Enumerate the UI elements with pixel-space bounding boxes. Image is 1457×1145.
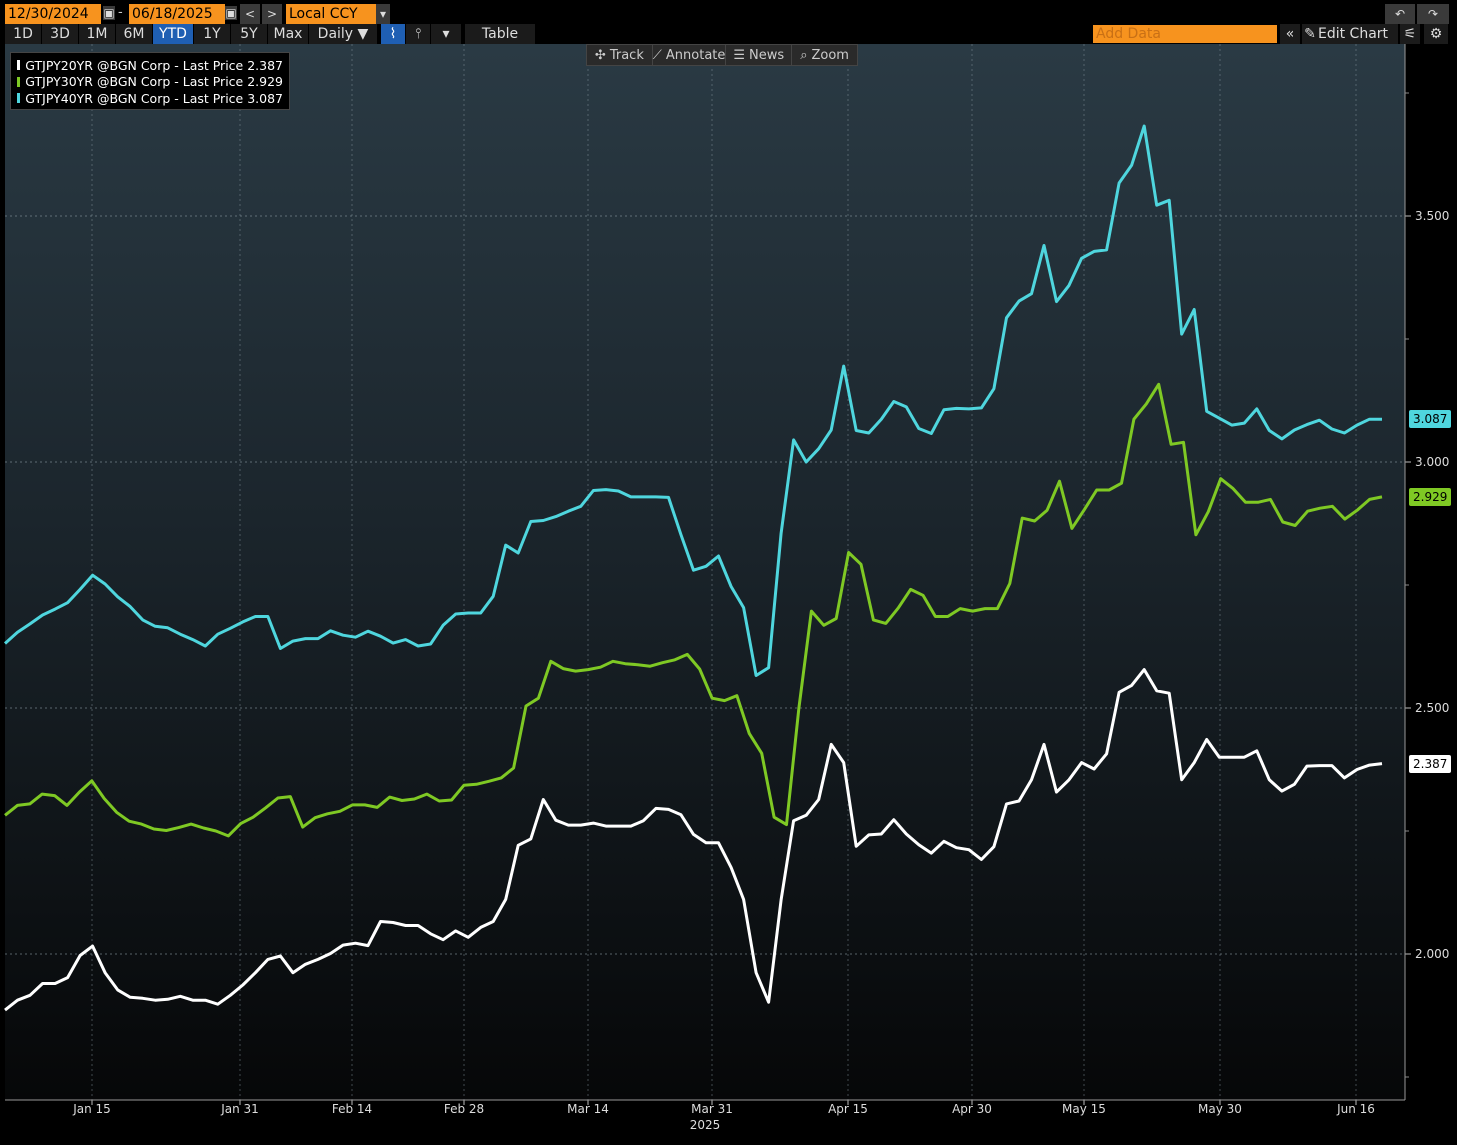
chart-tools: ✣ Track ⟋ Annotate ☰ News ⌕ Zoom: [586, 44, 858, 66]
series-line-20yr: [4, 668, 1383, 1012]
edit-chart-button[interactable]: Edit Chart: [1318, 24, 1398, 44]
x-tick-label: Mar 31: [691, 1102, 733, 1116]
timeframe-1d[interactable]: 1D: [5, 24, 41, 44]
y-tick-label: 2.000: [1415, 947, 1449, 961]
redo-icon[interactable]: ↷: [1417, 4, 1449, 24]
timeframe-max[interactable]: Max: [268, 24, 308, 44]
x-tick-label: May 30: [1198, 1102, 1242, 1116]
grid-lines: [5, 44, 1405, 1100]
y-tick-label: 2.500: [1415, 701, 1449, 715]
chevron-down-icon[interactable]: ▾: [376, 4, 390, 24]
legend-swatch: [17, 60, 21, 71]
x-tick-label: Mar 14: [567, 1102, 609, 1116]
line-chart-icon[interactable]: ⌇: [381, 24, 405, 44]
news-tool[interactable]: ☰ News: [726, 45, 793, 65]
timeframe-5y[interactable]: 5Y: [231, 24, 267, 44]
candlestick-icon[interactable]: ⫯: [406, 24, 430, 44]
legend-entry[interactable]: GTJPY20YR @BGN Corp - Last Price 2.387: [17, 57, 283, 74]
currency-select[interactable]: Local CCY: [286, 4, 376, 24]
undo-icon[interactable]: ↶: [1385, 4, 1415, 24]
x-tick-label: Jan 31: [220, 1102, 259, 1116]
legend-swatch: [17, 76, 21, 87]
series-line-40yr: [3, 124, 1382, 677]
y-tick-label: 3.000: [1415, 455, 1449, 469]
x-tick-label: Feb 14: [332, 1102, 372, 1116]
x-tick-label: May 15: [1062, 1102, 1106, 1116]
legend-entry[interactable]: GTJPY40YR @BGN Corp - Last Price 3.087: [17, 90, 283, 107]
x-axis-panel: [0, 1100, 1457, 1145]
y-axis-panel: [1405, 44, 1457, 1100]
table-button[interactable]: Table: [465, 24, 535, 44]
x-year-label: 2025: [690, 1118, 721, 1132]
calendar-icon[interactable]: ▣: [225, 6, 237, 20]
next-period-button[interactable]: >: [262, 4, 282, 24]
annotate-tool[interactable]: ⟋ Annotate: [653, 45, 727, 65]
collapse-icon[interactable]: «: [1280, 24, 1300, 44]
annotate-icon: ⟋: [652, 47, 662, 63]
zoom-icon: ⌕: [800, 47, 808, 63]
legend-entry[interactable]: GTJPY30YR @BGN Corp - Last Price 2.929: [17, 74, 283, 91]
gear-icon[interactable]: ⚙: [1424, 24, 1448, 44]
timeframe-1y[interactable]: 1Y: [194, 24, 230, 44]
calendar-icon[interactable]: ▣: [103, 6, 115, 20]
series-line-30yr: [4, 382, 1383, 838]
edit-settings-icon[interactable]: ⚟: [1400, 24, 1420, 44]
track-tool[interactable]: ✣ Track: [587, 45, 653, 65]
pencil-icon: ✎: [1302, 24, 1318, 44]
legend-swatch: [17, 93, 21, 104]
timeframe-1m[interactable]: 1M: [79, 24, 115, 44]
x-tick-label: Feb 28: [444, 1102, 484, 1116]
news-icon: ☰: [733, 47, 746, 63]
price-tag-40yr: 3.087: [1409, 410, 1452, 429]
x-tick-label: Jun 16: [1336, 1102, 1375, 1116]
price-tag-20yr: 2.387: [1409, 754, 1452, 773]
prev-period-button[interactable]: <: [240, 4, 260, 24]
chart-type-dropdown-icon[interactable]: ▾: [431, 24, 461, 44]
chart-legend[interactable]: GTJPY20YR @BGN Corp - Last Price 2.387 G…: [10, 52, 290, 110]
end-date-field[interactable]: 06/18/2025: [129, 4, 225, 24]
timeframe-3d[interactable]: 3D: [42, 24, 78, 44]
add-data-input[interactable]: Add Data: [1093, 25, 1277, 43]
frequency-select[interactable]: Daily ▼: [309, 24, 377, 44]
zoom-tool[interactable]: ⌕ Zoom: [800, 47, 849, 63]
crosshair-icon: ✣: [594, 47, 606, 63]
timeframe-ytd[interactable]: YTD: [153, 24, 193, 44]
axes: 3.500 3.000 2.500 2.000 Jan 15 Jan 31 Feb 14 Fe…: [5, 44, 1449, 1132]
timeframe-6m[interactable]: 6M: [116, 24, 152, 44]
date-separator: -: [118, 5, 123, 20]
x-tick-label: Apr 30: [952, 1102, 992, 1116]
price-tag-30yr: 2.929: [1409, 487, 1452, 506]
y-tick-label: 3.500: [1415, 209, 1449, 223]
start-date-field[interactable]: 12/30/2024: [5, 4, 101, 24]
x-tick-label: Jan 15: [72, 1102, 111, 1116]
x-tick-label: Apr 15: [828, 1102, 868, 1116]
series-lines: [3, 124, 1383, 1012]
